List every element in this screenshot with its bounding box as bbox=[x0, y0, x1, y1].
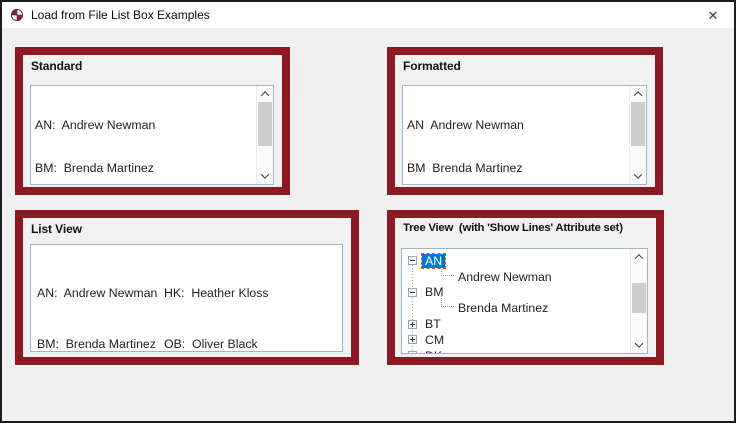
tree-connector-line bbox=[412, 259, 413, 353]
tree-expander-plus-icon[interactable] bbox=[408, 351, 417, 353]
scroll-up-button[interactable] bbox=[631, 249, 647, 265]
scrollbar[interactable] bbox=[629, 86, 646, 184]
list-item[interactable]: OB: Oliver Black bbox=[164, 337, 258, 351]
standard-listbox: AN: Andrew Newman BM: Brenda Martinez BT… bbox=[30, 85, 274, 185]
group-formatted: Formatted AN Andrew Newman BM Brenda Mar… bbox=[387, 47, 663, 195]
scroll-down-button[interactable] bbox=[630, 168, 646, 184]
list-item[interactable]: BM Brenda Martinez bbox=[407, 161, 523, 176]
scroll-thumb[interactable] bbox=[632, 283, 646, 313]
scroll-thumb[interactable] bbox=[258, 102, 272, 146]
chevron-up-icon bbox=[634, 254, 644, 263]
list-item[interactable]: HK: Heather Kloss bbox=[164, 286, 269, 300]
list-item[interactable]: BM: Brenda Martinez bbox=[37, 337, 156, 351]
standard-list-rows: AN: Andrew Newman BM: Brenda Martinez BT… bbox=[31, 86, 273, 184]
group-standard: Standard AN: Andrew Newman BM: Brenda Ma… bbox=[15, 47, 290, 195]
tree-expander-minus-icon[interactable] bbox=[408, 256, 417, 266]
tree-node[interactable]: Andrew Newman bbox=[402, 264, 647, 285]
list-item[interactable]: AN: Andrew Newman bbox=[37, 286, 158, 300]
tree-expander-plus-icon[interactable] bbox=[408, 319, 417, 329]
list-item[interactable]: AN: Andrew Newman bbox=[35, 117, 156, 132]
tree-node-label[interactable]: CM bbox=[425, 332, 445, 347]
list-item[interactable]: AN Andrew Newman bbox=[407, 117, 524, 132]
title-bar: Load from File List Box Examples ✕ bbox=[2, 2, 734, 28]
chevron-down-icon bbox=[633, 170, 643, 179]
list-view-column-1: AN: Andrew Newman BM: Brenda Martinez BT… bbox=[37, 251, 164, 351]
scrollbar[interactable] bbox=[630, 249, 647, 353]
tree-node[interactable]: AN bbox=[402, 252, 647, 269]
tree-node-label[interactable]: DK bbox=[422, 349, 445, 353]
tree-branch-connector bbox=[441, 264, 454, 276]
list-item[interactable]: BM: Brenda Martinez bbox=[35, 161, 154, 176]
tree-expander-plus-icon[interactable] bbox=[408, 335, 417, 345]
scroll-up-button[interactable] bbox=[257, 86, 273, 102]
tree-node-label[interactable]: BT bbox=[425, 317, 441, 332]
close-icon: ✕ bbox=[707, 7, 719, 23]
tree-node[interactable]: Brenda Martinez bbox=[402, 296, 647, 316]
formatted-list-rows: AN Andrew Newman BM Brenda Martinez BT B… bbox=[403, 86, 646, 184]
tree-node-label[interactable]: BM bbox=[425, 285, 444, 300]
chevron-up-icon bbox=[260, 91, 270, 100]
tree-view-control: AN Andrew Newman BM Brenda Martinez BT bbox=[401, 248, 648, 354]
chevron-down-icon bbox=[260, 170, 270, 179]
tree-expander-minus-icon[interactable] bbox=[408, 287, 417, 297]
group-title-list-view: List View bbox=[31, 222, 82, 236]
chevron-down-icon bbox=[634, 339, 644, 348]
tree-node[interactable]: BT bbox=[402, 316, 647, 332]
scroll-down-button[interactable] bbox=[631, 337, 647, 353]
group-title-tree-view: Tree View (with 'Show Lines' Attribute s… bbox=[403, 222, 623, 234]
tree-node[interactable]: CM bbox=[402, 332, 647, 348]
scrollbar[interactable] bbox=[256, 86, 273, 184]
scroll-up-button[interactable] bbox=[630, 86, 646, 102]
tree-node-label[interactable]: Andrew Newman bbox=[458, 269, 552, 284]
window-title: Load from File List Box Examples bbox=[31, 8, 210, 22]
tree-node-label[interactable]: Brenda Martinez bbox=[458, 301, 549, 316]
formatted-listbox: AN Andrew Newman BM Brenda Martinez BT B… bbox=[402, 85, 647, 185]
scroll-down-button[interactable] bbox=[257, 168, 273, 184]
group-title-formatted: Formatted bbox=[403, 59, 461, 73]
group-tree-view: Tree View (with 'Show Lines' Attribute s… bbox=[387, 210, 664, 365]
tree-node-label[interactable]: AN bbox=[420, 252, 447, 269]
close-button[interactable]: ✕ bbox=[692, 2, 734, 28]
list-view-control: AN: Andrew Newman BM: Brenda Martinez BT… bbox=[30, 244, 343, 352]
tree-node[interactable]: DK bbox=[402, 348, 647, 353]
group-title-standard: Standard bbox=[31, 59, 83, 73]
tree-node[interactable]: BM bbox=[402, 285, 647, 301]
list-view-column-2: HK: Heather Kloss OB: Oliver Black OGB: … bbox=[164, 251, 342, 351]
chevron-up-icon bbox=[633, 91, 643, 100]
tree-branch-connector bbox=[441, 296, 454, 308]
scroll-thumb[interactable] bbox=[631, 102, 645, 146]
group-list-view: List View AN: Andrew Newman BM: Brenda M… bbox=[15, 210, 359, 365]
app-icon bbox=[10, 8, 24, 22]
